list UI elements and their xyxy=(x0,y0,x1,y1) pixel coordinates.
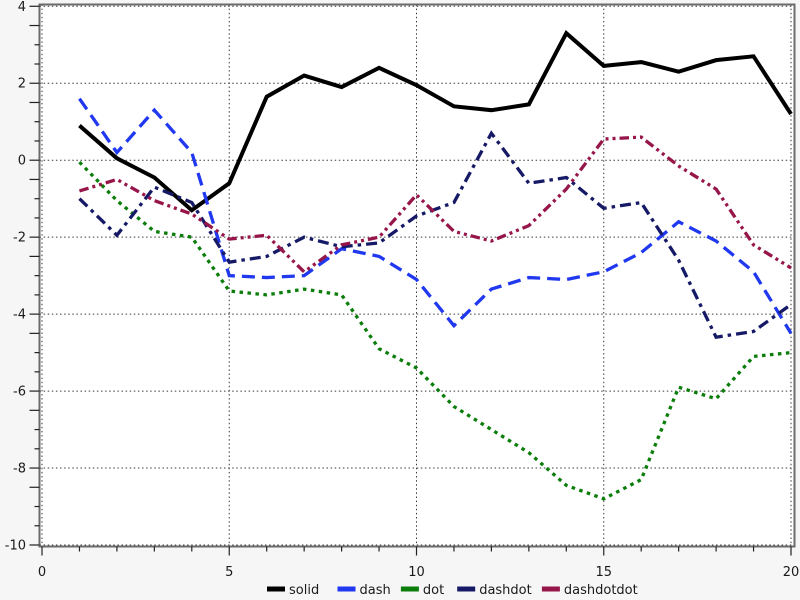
y-tick-labels: 4 2 0 -2 -4 -6 -8 -10 xyxy=(5,0,26,554)
y-tick-label: 2 xyxy=(18,77,26,92)
y-tick-label: -8 xyxy=(13,462,26,477)
legend-item-dash: dash xyxy=(337,583,391,598)
legend-swatch-dash xyxy=(337,586,356,592)
series-dashdot-line xyxy=(78,130,792,340)
legend-item-solid: solid xyxy=(267,583,319,598)
legend-item-dashdotdot: dashdotdot xyxy=(541,583,638,598)
y-tick-label: -4 xyxy=(13,308,26,323)
legend-item-dot: dot xyxy=(400,583,444,598)
legend-label-dashdotdot: dashdotdot xyxy=(564,583,638,598)
x-tick-label: 0 xyxy=(38,565,46,580)
legend-swatch-dashdot xyxy=(457,586,476,592)
legend-swatch-dashdotdot xyxy=(541,586,560,592)
legend-label-dashdot: dashdot xyxy=(479,583,532,598)
legend-label-dot: dot xyxy=(423,583,444,598)
legend-swatch-dot xyxy=(400,586,419,592)
legend-item-dashdot: dashdot xyxy=(457,583,532,598)
x-tick-label: 5 xyxy=(225,565,233,580)
y-tick-label: 4 xyxy=(18,0,26,15)
x-tick-label: 15 xyxy=(595,565,612,580)
y-tick-label: -2 xyxy=(13,231,26,246)
legend: solid dash dot dashdot dashdotdot xyxy=(267,583,638,598)
axis-ticks xyxy=(29,5,792,556)
y-tick-label: -10 xyxy=(5,539,26,554)
x-tick-label: 20 xyxy=(783,565,800,580)
series-solid-line xyxy=(78,30,793,213)
x-tick-label: 10 xyxy=(408,565,425,580)
legend-label-solid: solid xyxy=(289,583,319,598)
y-tick-label: -6 xyxy=(13,385,26,400)
y-tick-label: 0 xyxy=(18,154,26,169)
series-dash-line xyxy=(78,97,793,335)
legend-swatch-solid xyxy=(267,586,285,592)
legend-label-dash: dash xyxy=(360,583,391,598)
x-tick-labels: 0 5 10 15 20 xyxy=(38,565,799,580)
series-dashdotdot-line xyxy=(78,135,792,274)
